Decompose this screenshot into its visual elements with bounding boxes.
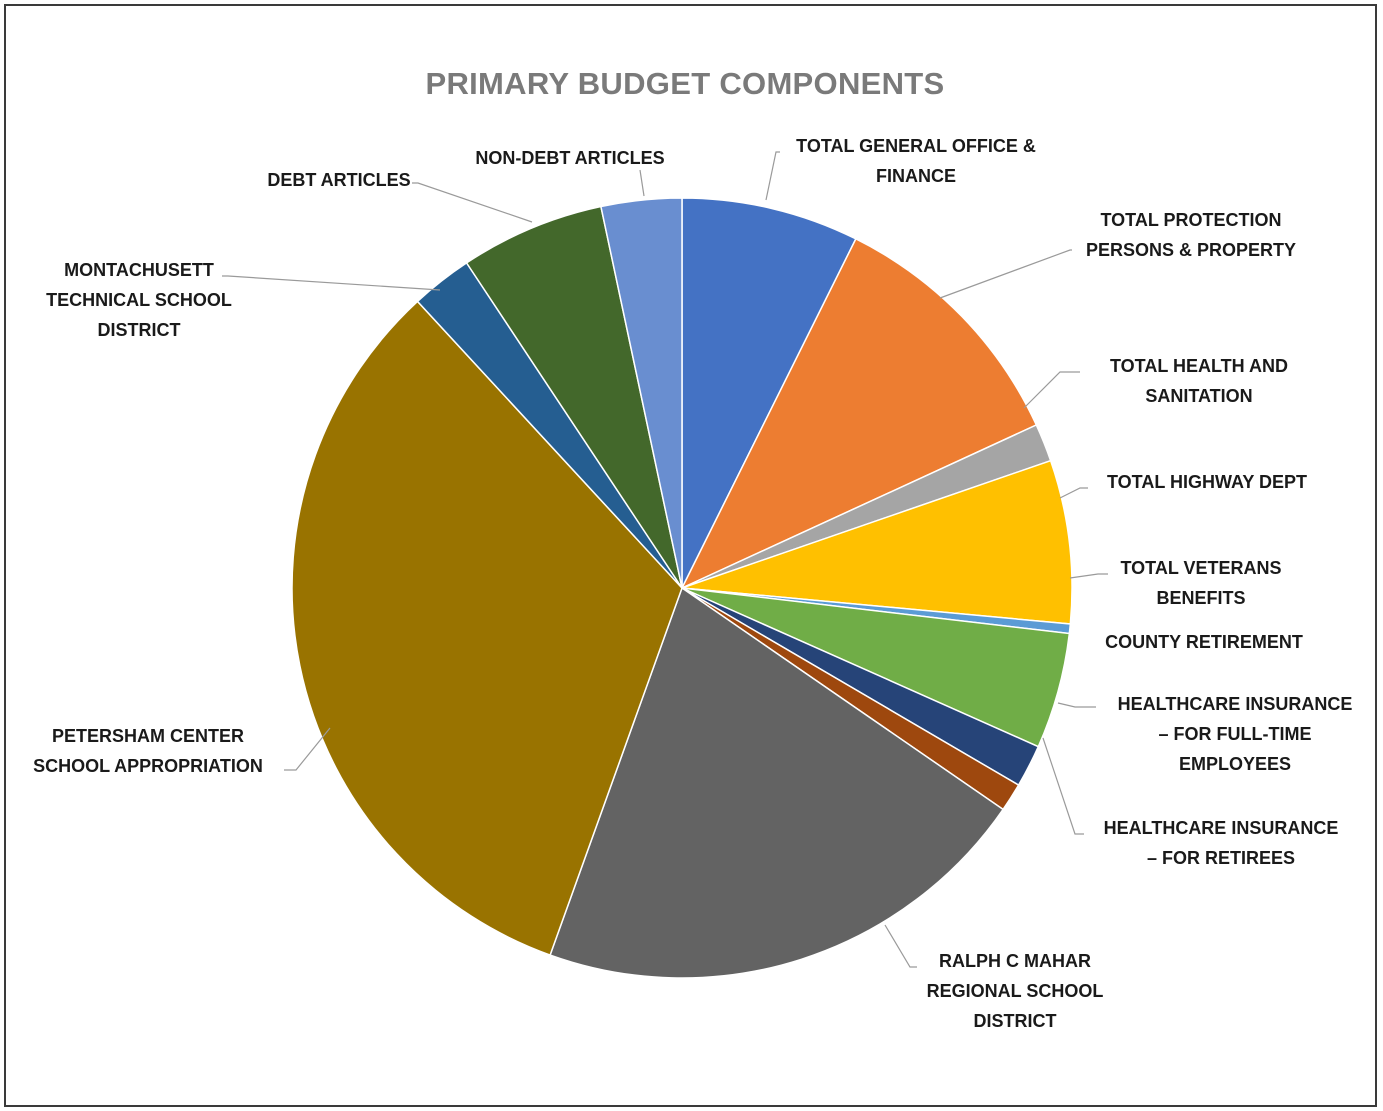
leader-line-montachusett-technical-school-district [222,275,441,291]
data-label-montachusett-technical-school-district: MONTACHUSETT TECHNICAL SCHOOL DISTRICT [46,260,232,340]
leader-line-total-health-and-sanitation [1023,371,1080,409]
leader-line-ralph-c-mahar-regional-school-district [884,924,917,968]
pie-slice-total-highway-dept [681,459,1073,625]
leader-line-total-protection-persons-property [939,249,1072,299]
data-label-healthcare-insurance-for-retirees: HEALTHCARE INSURANCE – FOR RETIREES [1104,818,1339,868]
data-label-healthcare-insurance-for-full-time-employees: HEALTHCARE INSURANCE – FOR FULL-TIME EMPLO… [1118,694,1353,774]
leader-line-debt-articles [412,182,533,223]
data-label-total-general-office-finance: TOTAL GENERAL OFFICE & FINANCE [796,136,1036,186]
data-label-ralph-c-mahar-regional-school-district: RALPH C MAHAR REGIONAL SCHOOL DISTRICT [927,951,1104,1031]
pie-slice-debt-articles [465,205,683,589]
data-label-county-retirement: COUNTY RETIREMENT [1105,632,1303,652]
data-label-total-protection-persons-property: TOTAL PROTECTION PERSONS & PROPERTY [1086,210,1296,260]
data-label-non-debt-articles: NON-DEBT ARTICLES [475,148,664,168]
leader-line-healthcare-insurance-for-full-time-employees [1057,702,1096,708]
data-label-total-highway-dept: TOTAL HIGHWAY DEPT [1107,472,1307,492]
leader-line-total-highway-dept [1059,487,1088,499]
data-label-debt-articles: DEBT ARTICLES [267,170,410,190]
leader-line-total-veterans-benefits [1069,573,1108,579]
leader-line-non-debt-articles [639,169,645,197]
pie-slice-non-debt-articles [600,197,683,589]
pie-slice-total-protection-persons-property [680,237,1038,590]
leader-line-healthcare-insurance-for-retirees [1042,737,1084,835]
leader-line-total-general-office-finance [765,151,780,201]
pie-slice-petersham-center-school-appropriation [291,300,683,956]
data-label-petersham-center-school-appropriation: PETERSHAM CENTER SCHOOL APPROPRIATION [33,726,263,776]
data-label-total-veterans-benefits: TOTAL VETERANS BENEFITS [1120,558,1281,608]
pie-slice-total-general-office-finance [681,197,857,589]
leader-line-petersham-center-school-appropriation [284,727,331,771]
data-label-total-health-and-sanitation: TOTAL HEALTH AND SANITATION [1110,356,1288,406]
chart-title: PRIMARY BUDGET COMPONENTS [425,66,945,101]
pie-slice-ralph-c-mahar-regional-school-district [549,586,1005,979]
